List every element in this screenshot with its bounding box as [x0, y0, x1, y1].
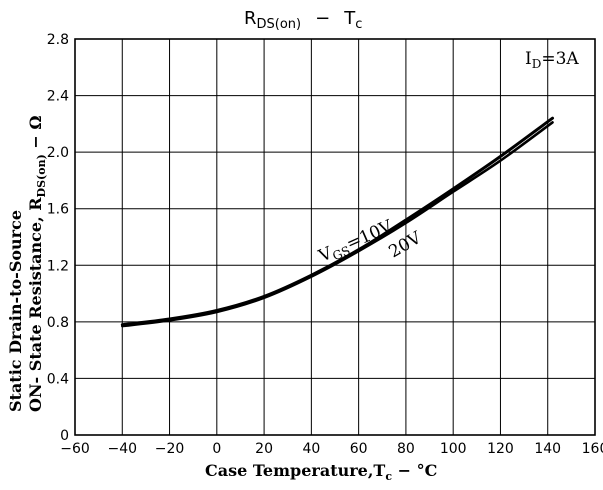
x-tick-label: 140	[534, 441, 561, 457]
condition-label: ID=3A	[525, 49, 579, 71]
x-tick-label: 100	[440, 441, 467, 457]
y-tick-label: 1.6	[47, 202, 69, 218]
x-tick-label: 0	[212, 441, 221, 457]
y-axis-label-line1: Static Drain-to-Source	[6, 210, 25, 412]
series-line-vgs-10v	[120, 116, 554, 327]
plot-frame	[74, 38, 596, 436]
y-tick-label: 0.8	[47, 315, 69, 331]
x-tick-label: −60	[60, 441, 90, 457]
x-tick-label: 160	[582, 441, 603, 457]
y-tick-label: 2.0	[47, 145, 69, 161]
y-axis-label-line2: ON- State Resistance, RDS(on) − Ω	[26, 115, 48, 412]
x-tick-label: 80	[397, 441, 415, 457]
x-tick-label: 120	[487, 441, 514, 457]
grid-lines	[75, 39, 595, 435]
series-line-vgs-20v	[121, 121, 554, 328]
x-axis-label: Case Temperature,Tc − °C	[205, 461, 437, 483]
chart-title: RDS(on) − Tc	[244, 8, 362, 32]
y-tick-label: 0	[60, 428, 69, 444]
y-tick-label: 0.4	[47, 371, 69, 387]
data-curves	[120, 116, 554, 328]
x-tick-label: 40	[302, 441, 320, 457]
vgs-10v-label: VGS=10V	[315, 216, 397, 269]
x-tick-label: −40	[107, 441, 137, 457]
y-tick-label: 2.4	[47, 89, 69, 105]
x-tick-label: 20	[255, 441, 273, 457]
tick-labels: −60 −40 −20 0 20 40 60 80 100 120 140 160 0 0.4 0.8 1.2…	[47, 32, 603, 457]
y-tick-label: 2.8	[47, 32, 69, 48]
x-tick-label: 60	[350, 441, 368, 457]
y-tick-label: 1.2	[47, 258, 69, 274]
x-tick-label: −20	[155, 441, 185, 457]
